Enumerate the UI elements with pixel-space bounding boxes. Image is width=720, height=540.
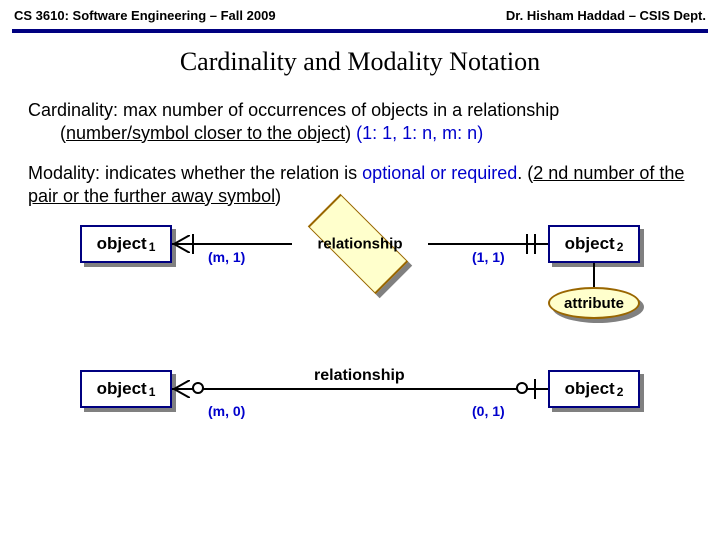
cardinality-left-row1: (m, 1) xyxy=(208,249,245,265)
line-obj1-rel-row1 xyxy=(172,243,292,245)
crowfoot-many-row2-left xyxy=(174,380,188,398)
er-diagram: object1 (m, 1) relationship (1, 1) objec… xyxy=(0,225,720,525)
attribute-ellipse: attribute xyxy=(548,287,640,319)
cardinality-left-row2: (m, 0) xyxy=(208,403,245,419)
object2-box-row1: object2 xyxy=(548,225,640,263)
optional-circle-row2-left xyxy=(192,382,204,394)
bar1-row1-right xyxy=(526,234,528,254)
line-obj1-rel-row2 xyxy=(172,388,548,390)
object1-box-row2: object1 xyxy=(80,370,172,408)
header-left: CS 3610: Software Engineering – Fall 200… xyxy=(14,8,276,23)
object2-box-row2: object2 xyxy=(548,370,640,408)
line-rel-obj2-row1 xyxy=(428,243,548,245)
relationship-diamond-row1: relationship xyxy=(292,195,428,293)
optional-circle-row2-right xyxy=(516,382,528,394)
relationship-label-row2: relationship xyxy=(314,367,405,385)
crowfoot-many-row1-left xyxy=(174,235,188,253)
object1-box: object1 xyxy=(80,225,172,263)
bar-mandatory-row1-left xyxy=(192,234,194,254)
page-title: Cardinality and Modality Notation xyxy=(0,47,720,77)
bar2-row1-right xyxy=(534,234,536,254)
header-right: Dr. Hisham Haddad – CSIS Dept. xyxy=(506,8,706,23)
line-obj2-attr xyxy=(593,263,595,287)
header-divider xyxy=(12,29,708,33)
cardinality-definition: Cardinality: max number of occurrences o… xyxy=(28,99,692,144)
cardinality-right-row2: (0, 1) xyxy=(472,403,505,419)
cardinality-right-row1: (1, 1) xyxy=(472,249,505,265)
bar-row2-right xyxy=(534,379,536,399)
